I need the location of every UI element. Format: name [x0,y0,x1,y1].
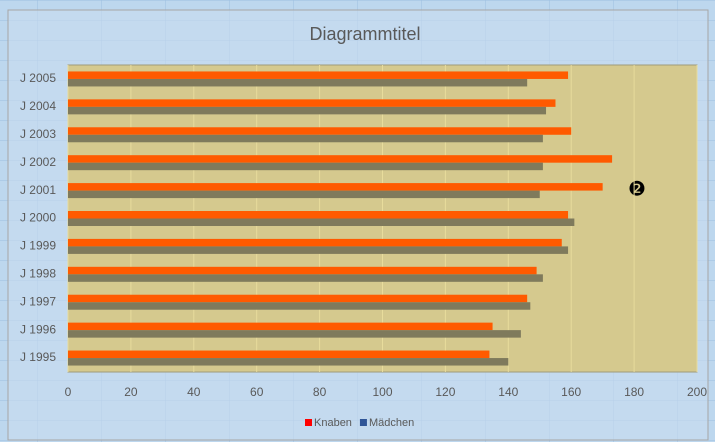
y-tick-label: J 2003 [20,127,56,141]
legend-label: Knaben [314,417,352,429]
bar [68,183,603,191]
bar [68,330,521,338]
annotation: ❷ [628,178,646,200]
y-tick-label: J 1995 [20,350,56,364]
bar [68,106,547,115]
y-tick-label: J 2001 [20,183,56,197]
x-tick-label: 120 [435,385,455,399]
x-tick-label: 60 [250,385,264,399]
bar [68,162,543,171]
bar [68,99,556,107]
bar [68,134,543,143]
bar [68,358,509,366]
bar [68,218,575,226]
bar [68,78,528,87]
y-tick-label: J 1998 [20,266,56,280]
bar [68,238,562,247]
y-tick-label: J 1999 [20,239,56,253]
bar [68,350,490,359]
y-tick-label: J 2000 [20,211,56,225]
x-tick-label: 140 [498,385,518,399]
x-tick-label: 80 [313,385,327,399]
x-tick-label: 20 [124,385,138,399]
bar [68,127,572,135]
legend-swatch [305,419,312,426]
x-tick-label: 100 [372,385,392,399]
bar [68,294,528,303]
y-tick-label: J 2004 [20,99,56,113]
bar [68,71,569,79]
bar [68,266,537,275]
legend-swatch [359,419,367,426]
chart-title: Diagrammtitel [309,24,420,44]
x-tick-label: 200 [687,385,707,399]
y-tick-label: J 1997 [20,294,56,308]
y-tick-label: J 1996 [20,322,56,336]
bar [68,155,613,163]
y-tick-label: J 2005 [20,71,56,85]
bar [68,274,543,282]
bar [68,211,569,219]
bar [68,322,493,331]
x-tick-label: 160 [561,385,581,399]
bar [68,302,531,310]
bar [68,190,540,199]
legend-label: Mädchen [369,417,414,429]
y-tick-label: J 2002 [20,155,56,169]
bar [68,246,569,254]
x-tick-label: 0 [65,385,72,399]
x-tick-label: 40 [187,385,201,399]
x-tick-label: 180 [624,385,644,399]
